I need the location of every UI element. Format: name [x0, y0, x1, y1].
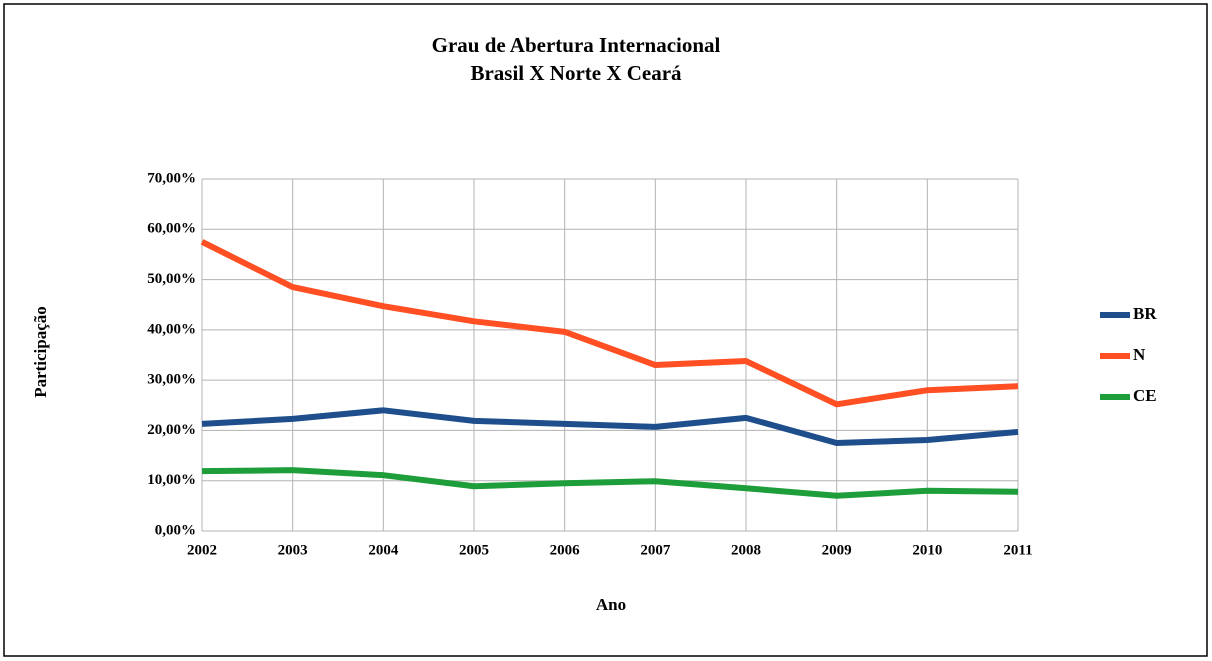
y-tick-label: 70,00%	[147, 170, 196, 186]
x-tick-label: 2008	[731, 542, 761, 558]
y-tick-label: 10,00%	[147, 472, 196, 488]
legend-label: CE	[1133, 386, 1157, 405]
y-tick-label: 30,00%	[147, 372, 196, 388]
series-line	[201, 467, 1019, 499]
x-tick-label: 2005	[459, 542, 489, 558]
y-axis-label: Participação	[31, 306, 50, 398]
y-tick-label: 50,00%	[147, 271, 196, 287]
x-tick-label: 2006	[550, 542, 581, 558]
series-line	[201, 407, 1019, 446]
x-tick-label: 2004	[368, 542, 399, 558]
y-tick-label: 20,00%	[147, 422, 196, 438]
x-tick-label: 2003	[278, 542, 308, 558]
x-tick-label: 2011	[1003, 542, 1032, 558]
y-tick-label: 40,00%	[147, 321, 196, 337]
x-tick-label: 2007	[640, 542, 671, 558]
legend-label: N	[1133, 345, 1146, 364]
y-tick-label: 0,00%	[155, 522, 196, 538]
x-tick-label: 2009	[822, 542, 852, 558]
chart-subtitle: Brasil X Norte X Ceará	[470, 61, 682, 85]
x-axis-label: Ano	[596, 595, 626, 614]
chart-title: Grau de Abertura Internacional	[432, 33, 721, 57]
x-tick-label: 2002	[187, 542, 217, 558]
series-line	[200, 239, 1019, 408]
legend-label: BR	[1133, 304, 1157, 323]
y-tick-label: 60,00%	[147, 221, 196, 237]
x-tick-label: 2010	[912, 542, 942, 558]
